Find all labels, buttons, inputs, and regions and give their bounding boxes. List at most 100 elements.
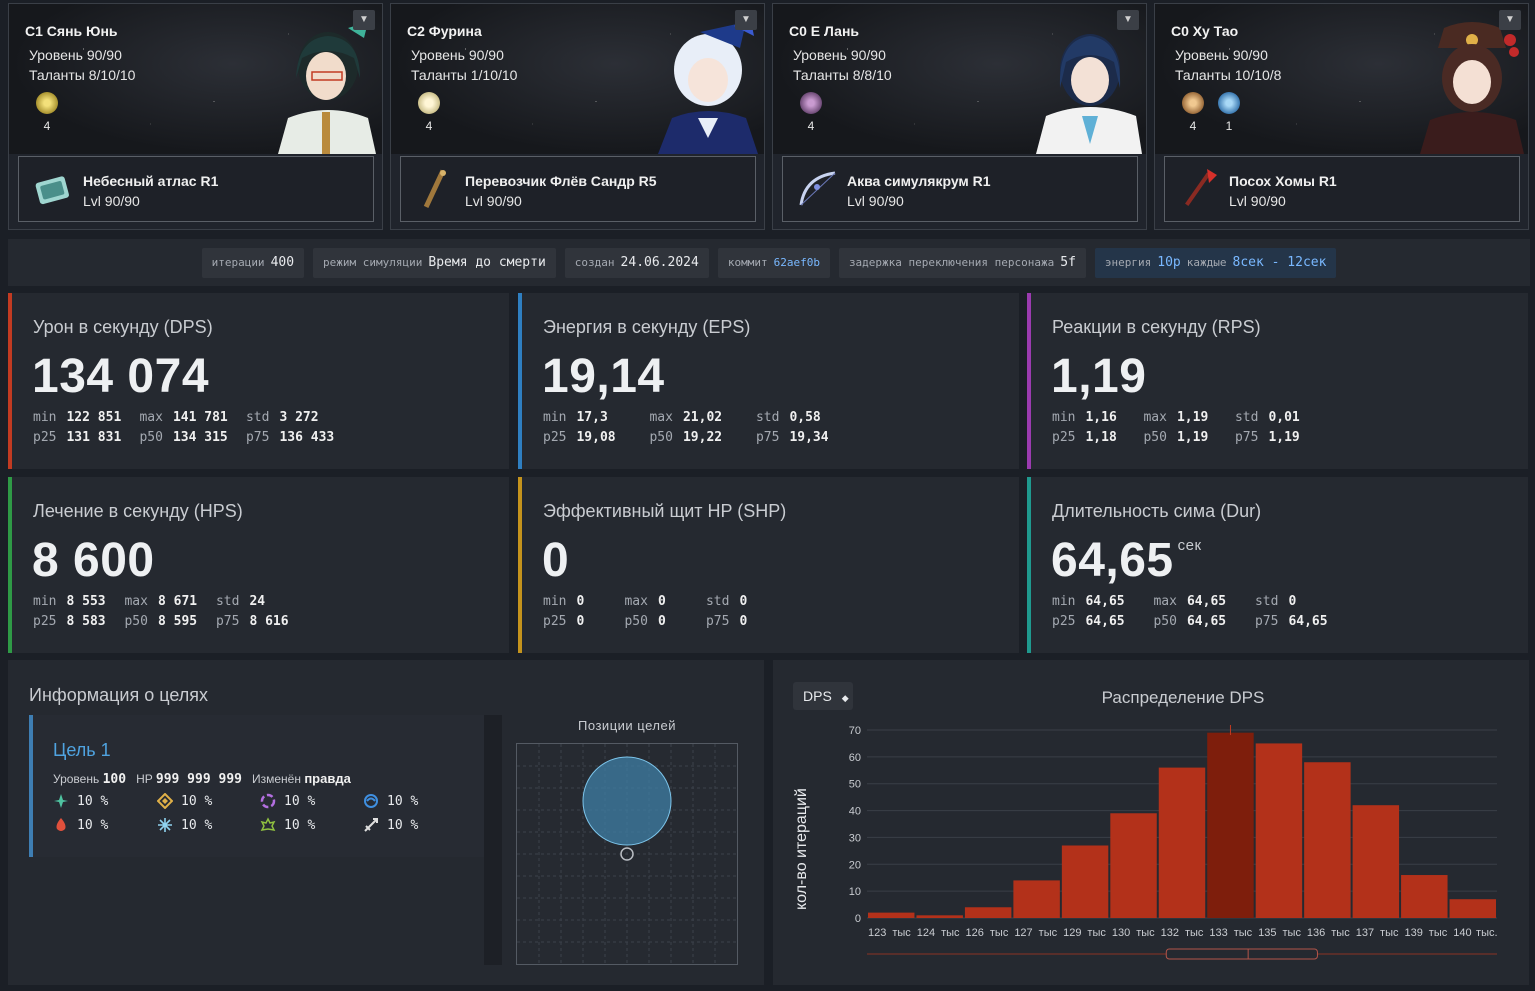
p25-value: 131 831	[66, 430, 122, 445]
y-tick-label: 60	[849, 752, 861, 764]
artifact-icon	[800, 92, 822, 114]
stat-card-shp: Эффективный щит HP (SHP) 0 min 0 max 0 std…	[518, 477, 1019, 653]
stat-row-minmax: min 1,16 max 1,19 std 0,01	[1052, 410, 1326, 425]
max-label: max	[139, 410, 163, 425]
stat-value: 8 600	[32, 533, 155, 588]
character-talents: Таланты 10/10/8	[1175, 67, 1282, 83]
character-card[interactable]: C1 Сянь Юнь Уровень 90/90 Таланты 8/10/1…	[8, 3, 383, 230]
energy-tag: энергия 10р каждые 8сек - 12сек	[1094, 247, 1337, 278]
metric-selector-value: DPS	[803, 688, 832, 704]
physical-icon	[364, 818, 378, 832]
artifact-icon	[36, 92, 58, 114]
min-value: 0	[576, 594, 585, 609]
target-positions-title: Позиции целей	[578, 718, 676, 733]
p25-label: p25	[1052, 614, 1076, 629]
commit-label: коммит	[727, 256, 768, 269]
metric-selector[interactable]: DPS ◆	[793, 682, 853, 710]
p50-value: 1,19	[1176, 430, 1209, 445]
target-positions-plot	[516, 743, 738, 965]
weapon-icon	[423, 169, 446, 208]
character-portrait	[278, 22, 376, 154]
std-value: 0,01	[1268, 410, 1300, 425]
target-modified: правда	[304, 771, 351, 786]
positions-grid	[517, 744, 737, 964]
x-tick-label: 127	[1014, 927, 1032, 939]
x-tick-label: тыс	[990, 927, 1009, 939]
artifact-set-count: 4	[425, 119, 433, 133]
p25-label: p25	[33, 614, 57, 629]
target-info-line: Уровень 100 HP 999 999 999 Изменён правд…	[53, 771, 351, 787]
artifact-set: 1	[1217, 92, 1241, 133]
resistance-value: 10 %	[181, 793, 213, 809]
histogram-bar	[1352, 805, 1400, 918]
dropdown-toggle-button[interactable]: ▼	[1499, 10, 1521, 30]
iterations-value: 400	[270, 255, 295, 270]
p25-value: 64,65	[1085, 614, 1125, 629]
artifact-icon	[1182, 92, 1204, 114]
p50-label: p50	[139, 430, 163, 445]
std-label: std	[1254, 594, 1279, 609]
p75-label: p75	[1254, 614, 1279, 629]
character-portrait	[1420, 22, 1524, 154]
resistance-value: 10 %	[284, 817, 316, 833]
commit-link[interactable]: 62aef0b	[773, 256, 820, 269]
artifact-sets: 4	[35, 92, 59, 133]
histogram-bar	[1449, 899, 1496, 918]
character-card[interactable]: C0 Ху Тао Уровень 90/90 Таланты 10/10/8 …	[1154, 3, 1529, 230]
target-list-scrollbar[interactable]	[484, 715, 502, 965]
stat-title: Энергия в секунду (EPS)	[543, 317, 751, 337]
histogram-bar	[1207, 732, 1254, 918]
weapon-name: Аква симулякрум R1	[847, 173, 991, 189]
anemo-icon	[54, 794, 68, 808]
stat-card-hps: Лечение в секунду (HPS) 8 600 min 8 553 m…	[8, 477, 509, 653]
character-name: C0 Ху Тао	[1171, 23, 1239, 39]
commit-tag[interactable]: коммит 62aef0b	[717, 247, 830, 278]
target-info-title: Информация о целях	[29, 685, 208, 705]
dropdown-toggle-button[interactable]: ▼	[1117, 10, 1139, 30]
min-label: min	[1052, 594, 1076, 609]
p25-value: 1,18	[1085, 430, 1117, 445]
p50-value: 8 595	[157, 614, 198, 629]
x-tick-label: тыс	[1087, 927, 1106, 939]
p25-label: p25	[1052, 430, 1076, 445]
stat-row-minmax: min 122 851 max 141 781 std 3 272	[33, 410, 352, 425]
pyro-icon	[56, 818, 66, 831]
max-value: 1,19	[1176, 410, 1209, 425]
histogram-bar	[964, 907, 1012, 918]
resistance-value: 10 %	[77, 817, 109, 833]
p75-label: p75	[245, 430, 270, 445]
target-position-marker	[582, 756, 672, 846]
p75-value: 136 433	[279, 430, 335, 445]
energy-every-label: каждые	[1186, 256, 1227, 269]
weapon-box: Посох Хомы R1 Lvl 90/90	[1164, 156, 1520, 222]
dropdown-toggle-button[interactable]: ▼	[353, 10, 375, 30]
stat-value: 64,65 сек	[1051, 533, 1202, 588]
p25-value: 19,08	[576, 430, 616, 445]
stat-unit: сек	[1177, 537, 1202, 554]
weapon-box: Небесный атлас R1 Lvl 90/90	[18, 156, 374, 222]
swap-delay-value: 5f	[1060, 255, 1076, 270]
character-card[interactable]: C0 Е Лань Уровень 90/90 Таланты 8/8/10 4…	[772, 3, 1147, 230]
stat-title: Эффективный щит HP (SHP)	[543, 501, 787, 521]
weapon-name: Посох Хомы R1	[1229, 173, 1337, 189]
p50-label: p50	[1153, 614, 1177, 629]
character-card[interactable]: C2 Фурина Уровень 90/90 Таланты 1/10/10 …	[390, 3, 765, 230]
stat-row-minmax: min 8 553 max 8 671 std 24	[33, 594, 307, 609]
p25-label: p25	[33, 430, 57, 445]
stat-value: 19,14	[542, 349, 665, 404]
std-label: std	[245, 410, 270, 425]
mode-value: Время до смерти	[428, 255, 546, 270]
x-tick-label: 126	[966, 927, 984, 939]
p50-value: 64,65	[1186, 614, 1227, 629]
dropdown-toggle-button[interactable]: ▼	[735, 10, 757, 30]
min-label: min	[1052, 410, 1076, 425]
y-tick-label: 40	[849, 806, 861, 818]
min-label: min	[543, 594, 567, 609]
p75-value: 64,65	[1288, 614, 1328, 629]
resistance-cryo: 10 %	[157, 817, 212, 833]
dendro-icon	[260, 817, 276, 831]
energy-label: энергия	[1104, 256, 1152, 269]
artifact-sets: 4	[417, 92, 441, 133]
min-value: 1,16	[1085, 410, 1117, 425]
x-tick-label: тыс	[1234, 927, 1253, 939]
